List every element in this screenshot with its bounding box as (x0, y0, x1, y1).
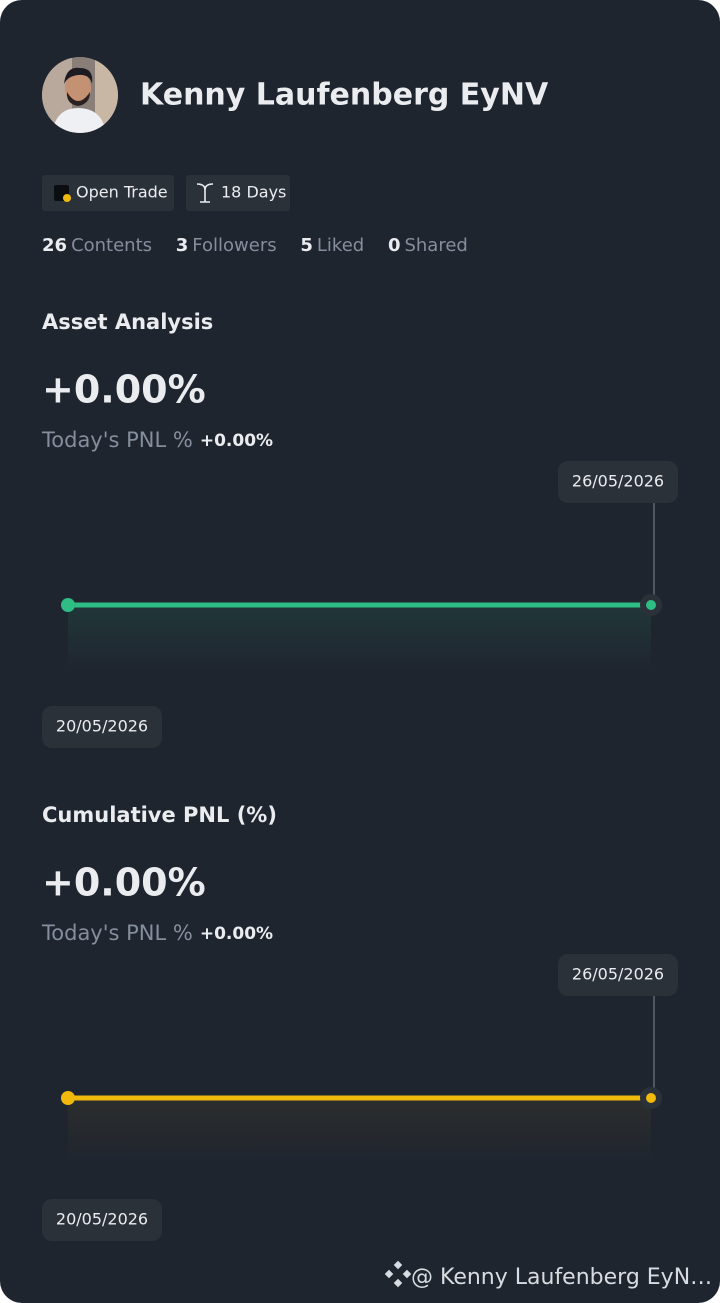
stat-label: Liked (317, 235, 364, 256)
section-title: Cumulative PNL (%) (42, 803, 277, 827)
today-pnl: Today's PNL % +0.00% (41, 921, 273, 945)
badge-icon (63, 194, 71, 202)
user-name: Kenny Laufenberg EyNV (140, 78, 549, 113)
today-pnl-label: Today's PNL % (41, 428, 193, 452)
data-point (61, 1091, 75, 1105)
date-label-box (558, 954, 678, 996)
stat-label: Contents (71, 235, 152, 256)
pnl-value: +0.00% (42, 368, 206, 412)
badge-icon (196, 183, 214, 203)
section-title: Asset Analysis (42, 310, 213, 334)
data-point (646, 1093, 656, 1103)
area (68, 1098, 651, 1163)
badge-label: Open Trade (76, 183, 168, 202)
area (68, 605, 651, 670)
today-pnl-value: +0.00% (200, 431, 273, 451)
brand-logo (384, 1260, 412, 1288)
stat-value: 5 (300, 235, 313, 256)
badge (42, 175, 174, 211)
today-pnl-label: Today's PNL % (41, 921, 193, 945)
date-label-box (42, 1199, 162, 1241)
stat-value: 26 (42, 235, 67, 256)
stat-label: Followers (192, 235, 276, 256)
badge-label: 18 Days (221, 183, 286, 202)
date-label-box (42, 706, 162, 748)
watermark: @ Kenny Laufenberg EyN… (411, 1265, 712, 1290)
today-pnl-value: +0.00% (200, 924, 273, 944)
avatar (42, 57, 118, 133)
date-label: 20/05/2026 (56, 717, 148, 736)
date-label: 26/05/2026 (572, 472, 664, 491)
date-label: 26/05/2026 (572, 965, 664, 984)
pnl-value: +0.00% (42, 861, 206, 905)
today-pnl: Today's PNL % +0.00% (41, 428, 273, 452)
stat-value: 0 (388, 235, 401, 256)
data-point (61, 598, 75, 612)
stat-value: 3 (176, 235, 189, 256)
stat-label: Shared (404, 235, 467, 256)
date-label-box (558, 461, 678, 503)
date-label: 20/05/2026 (56, 1210, 148, 1229)
stats: 26 Contents 3 Followers 5 Liked 0 Shared (42, 235, 468, 256)
data-point (646, 600, 656, 610)
